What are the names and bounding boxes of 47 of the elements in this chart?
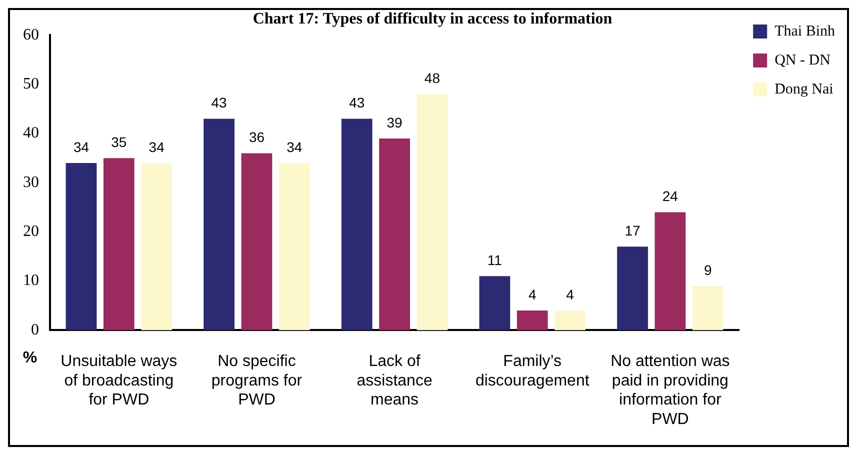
data-label: 9 xyxy=(704,262,712,278)
bar xyxy=(204,118,234,330)
legend-label: QN - DN xyxy=(774,52,831,68)
data-label: 24 xyxy=(662,188,678,204)
bar xyxy=(479,276,510,330)
y-tick-label: 60 xyxy=(23,26,39,44)
bar xyxy=(66,163,97,330)
y-tick-label: 0 xyxy=(31,321,39,338)
data-label: 4 xyxy=(528,286,536,302)
bar xyxy=(103,158,134,330)
legend-label: Dong Nai xyxy=(774,81,834,98)
bar xyxy=(278,163,310,330)
data-label: 34 xyxy=(148,138,165,155)
data-label: 36 xyxy=(248,129,265,146)
x-tick-label: Unsuitable ways of broadcasting for PWD xyxy=(60,353,178,409)
chart-title: Chart 17: Types of difficulty in access to information xyxy=(252,10,612,28)
bar xyxy=(516,310,548,330)
data-label: 43 xyxy=(349,94,365,111)
x-tick-label: No specific programs for PWD xyxy=(211,353,303,409)
x-tick-label: Family’s discouragement xyxy=(475,353,590,390)
data-label: 34 xyxy=(286,138,302,155)
data-label: 43 xyxy=(211,94,228,111)
y-tick-label: 40 xyxy=(23,124,39,142)
data-label: 4 xyxy=(566,286,574,302)
data-label: 17 xyxy=(624,222,641,238)
y-tick-label: 50 xyxy=(23,76,39,93)
bar xyxy=(654,212,686,330)
y-axis-title: % xyxy=(22,350,38,367)
data-label: 34 xyxy=(73,138,90,155)
bar xyxy=(141,163,172,330)
data-label: 48 xyxy=(424,70,440,86)
y-tick-label: 20 xyxy=(23,223,39,240)
y-tick-label: 10 xyxy=(23,272,39,290)
legend-label: Thai Binh xyxy=(774,23,836,40)
x-tick-label: Lack of assistance means xyxy=(356,353,432,409)
data-label: 35 xyxy=(111,134,127,150)
bar xyxy=(554,310,586,330)
bar xyxy=(379,138,410,330)
data-label: 11 xyxy=(487,252,502,268)
bar xyxy=(416,94,448,330)
x-tick-label: No attention was paid in providing information for PWD xyxy=(610,353,730,428)
bar xyxy=(241,153,272,330)
y-tick-label: 30 xyxy=(23,174,39,191)
bar xyxy=(617,246,648,330)
bar xyxy=(341,118,372,330)
data-label: 39 xyxy=(386,114,403,130)
bar xyxy=(692,286,724,330)
